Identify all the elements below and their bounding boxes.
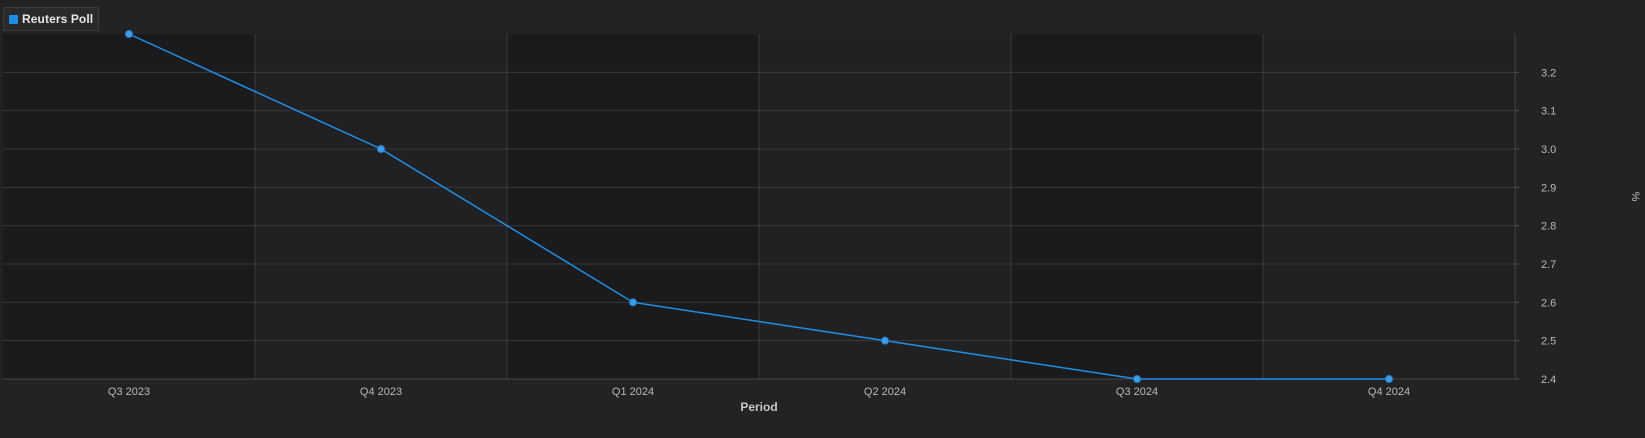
data-point[interactable]	[881, 336, 889, 345]
data-point[interactable]	[1385, 375, 1393, 383]
plot-bands	[3, 34, 1515, 379]
plot-band	[507, 34, 759, 379]
legend-item-reuters-poll[interactable]: Reuters Poll	[3, 7, 100, 31]
plot-band	[759, 34, 1011, 379]
plot-band	[1011, 34, 1263, 379]
data-point[interactable]	[1133, 375, 1141, 383]
x-tick-label: Q3 2024	[1116, 386, 1158, 398]
y-tick-label: 2.4	[1541, 374, 1556, 386]
y-axis-title: %	[1629, 192, 1641, 202]
y-tick-label: 3.1	[1541, 106, 1556, 118]
y-tick-label: 2.9	[1541, 182, 1556, 194]
grid-lines	[3, 34, 1516, 380]
x-tick-label: Q4 2024	[1368, 386, 1410, 398]
series-line	[128, 33, 1389, 380]
plot-band	[1263, 34, 1515, 379]
x-axis: Q3 2023 Q4 2023 Q1 2024 Q2 2024 Q3 2024 Q4 20…	[108, 386, 1410, 398]
data-point[interactable]	[629, 298, 637, 307]
y-tick-label: 2.6	[1541, 297, 1556, 309]
data-point[interactable]	[125, 30, 133, 38]
y-tick-label: 2.5	[1541, 336, 1556, 348]
y-axis: 2.4 2.5 2.6 2.7 2.8 2.9 3.0 3.1 3.2	[1515, 67, 1556, 386]
x-axis-title: Period	[740, 400, 777, 414]
x-tick-label: Q3 2023	[108, 386, 150, 398]
y-tick-label: 2.7	[1541, 259, 1556, 271]
y-tick-label: 2.8	[1541, 221, 1556, 233]
square-swatch-icon	[9, 14, 18, 24]
data-point[interactable]	[377, 145, 385, 153]
x-tick-label: Q4 2023	[360, 386, 402, 398]
plot-band	[3, 34, 255, 379]
plot-band	[255, 34, 507, 379]
legend-label: Reuters Poll	[22, 12, 94, 26]
x-tick-label: Q1 2024	[612, 386, 654, 398]
series-layer	[125, 30, 1393, 383]
y-tick-label: 3.0	[1541, 144, 1556, 156]
x-tick-label: Q2 2024	[864, 386, 906, 398]
y-tick-label: 3.2	[1541, 67, 1556, 79]
